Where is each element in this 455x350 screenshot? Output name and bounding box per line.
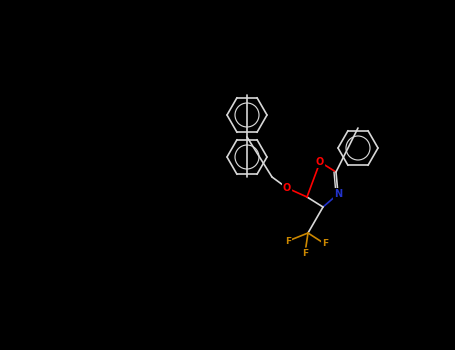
Text: F: F	[285, 237, 291, 245]
Text: N: N	[334, 189, 342, 199]
Text: O: O	[283, 183, 291, 193]
Text: O: O	[316, 157, 324, 167]
Text: F: F	[322, 239, 328, 248]
Text: F: F	[302, 248, 308, 258]
